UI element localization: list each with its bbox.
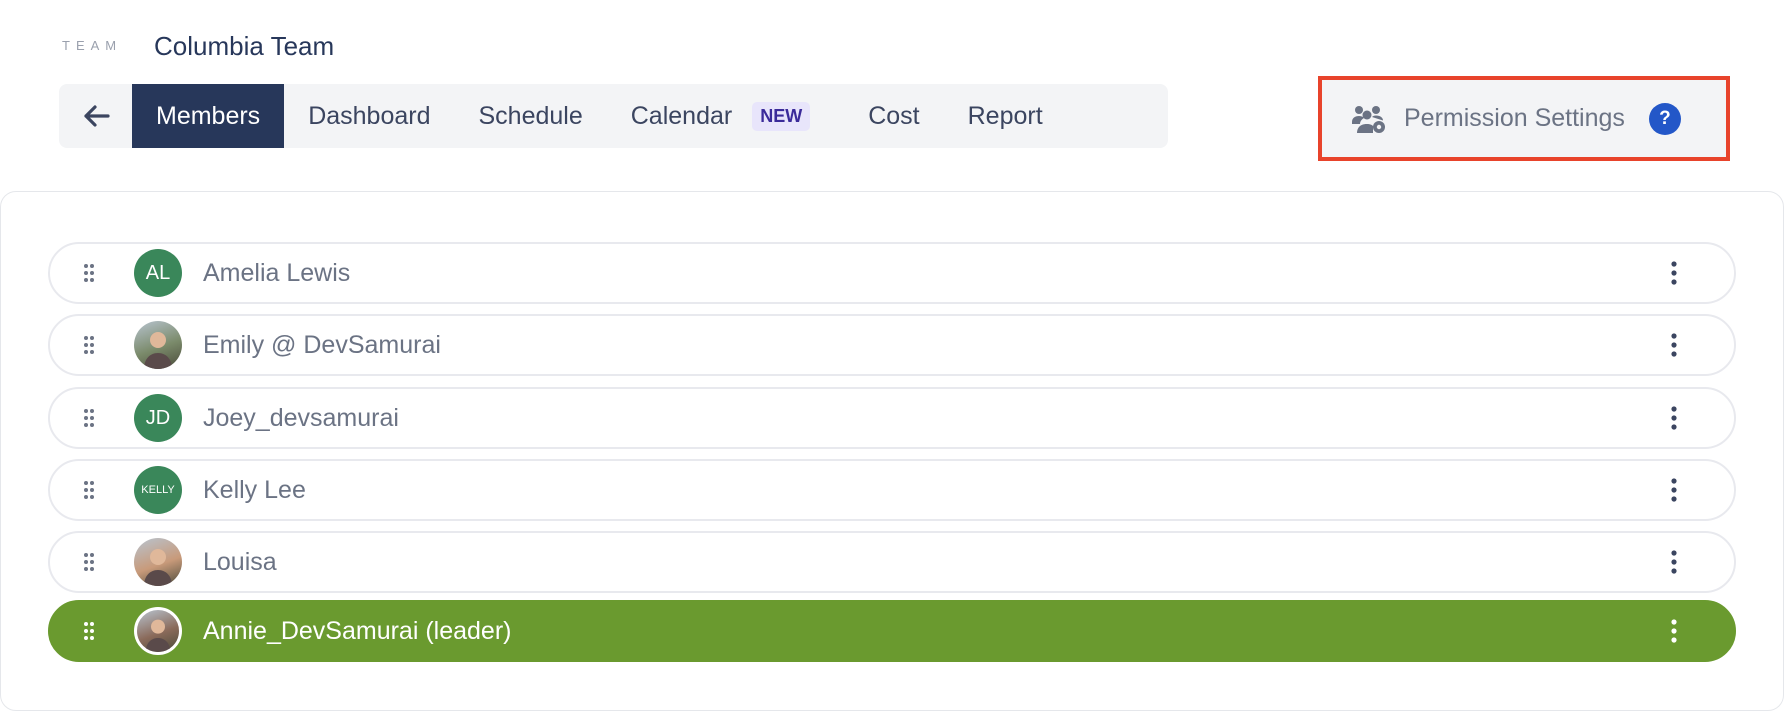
person-photo-icon	[144, 332, 172, 369]
more-options-icon[interactable]	[1670, 260, 1678, 286]
drag-handle-icon[interactable]	[83, 621, 95, 641]
more-options-icon[interactable]	[1670, 549, 1678, 575]
tab-label: Schedule	[478, 101, 583, 130]
member-row[interactable]: Emily @ DevSamurai	[48, 314, 1736, 376]
person-photo-icon	[144, 549, 172, 586]
more-options-icon[interactable]	[1670, 332, 1678, 358]
avatar	[134, 607, 182, 655]
tab-calendar[interactable]: Calendar NEW	[607, 84, 834, 148]
tab-schedule[interactable]: Schedule	[455, 84, 607, 148]
tab-cost[interactable]: Cost	[844, 84, 943, 148]
avatar: AL	[134, 249, 182, 297]
member-name: Amelia Lewis	[203, 258, 351, 287]
member-name: Emily @ DevSamurai	[203, 330, 441, 359]
person-photo-icon	[145, 619, 171, 652]
avatar: KELLY	[134, 466, 182, 514]
back-button[interactable]	[59, 84, 132, 148]
member-name: Kelly Lee	[203, 475, 306, 504]
team-label: TEAM	[62, 38, 123, 53]
help-icon[interactable]: ?	[1648, 102, 1681, 135]
tab-bar: Members Dashboard Schedule Calendar NEW C…	[59, 84, 1168, 148]
drag-handle-icon[interactable]	[83, 480, 95, 500]
more-options-icon[interactable]	[1670, 477, 1678, 503]
team-name: Columbia Team	[154, 31, 335, 61]
permission-settings-button[interactable]: Permission Settings ?	[1318, 76, 1730, 161]
member-row[interactable]: Louisa	[48, 531, 1736, 593]
drag-handle-icon[interactable]	[83, 335, 95, 355]
member-row[interactable]: AL Amelia Lewis	[48, 242, 1736, 304]
member-row[interactable]: Annie_DevSamurai (leader)	[48, 600, 1736, 662]
avatar	[134, 538, 182, 586]
tab-label: Calendar	[630, 101, 733, 130]
member-name: Joey_devsamurai	[203, 403, 399, 432]
avatar: JD	[134, 394, 182, 442]
tab-label: Report	[967, 101, 1043, 130]
member-name: Annie_DevSamurai (leader)	[203, 616, 512, 645]
tab-members[interactable]: Members	[132, 84, 285, 148]
arrow-left-icon	[83, 105, 110, 127]
tab-dashboard[interactable]: Dashboard	[284, 84, 454, 148]
drag-handle-icon[interactable]	[83, 263, 95, 283]
member-row[interactable]: JD Joey_devsamurai	[48, 387, 1736, 449]
more-options-icon[interactable]	[1670, 405, 1678, 431]
users-gear-icon	[1352, 105, 1385, 133]
drag-handle-icon[interactable]	[83, 408, 95, 428]
drag-handle-icon[interactable]	[83, 552, 95, 572]
new-badge: NEW	[752, 101, 811, 131]
tab-label: Members	[156, 101, 261, 130]
member-row[interactable]: KELLY Kelly Lee	[48, 459, 1736, 521]
avatar	[134, 321, 182, 369]
member-name: Louisa	[203, 547, 277, 576]
tab-report[interactable]: Report	[944, 84, 1067, 148]
tab-label: Cost	[868, 101, 920, 130]
tab-label: Dashboard	[308, 101, 431, 130]
more-options-icon[interactable]	[1670, 618, 1678, 644]
permission-settings-label: Permission Settings	[1404, 104, 1625, 132]
